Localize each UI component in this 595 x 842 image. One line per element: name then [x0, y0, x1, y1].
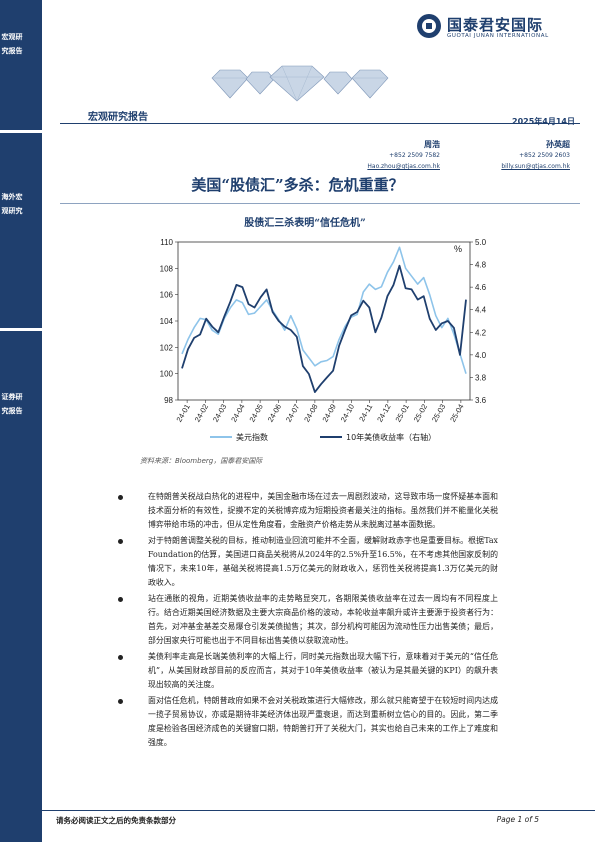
chart-title: 股债汇三杀表明“信任危机”	[244, 218, 366, 229]
x-tick-label: 24-12	[375, 403, 392, 424]
y-right-tick-label: 5.0	[475, 238, 487, 247]
sidebar-divider	[0, 130, 42, 133]
y-left-tick-label: 106	[160, 291, 174, 300]
bullet-icon	[118, 539, 123, 544]
y-right-tick-label: 4.2	[475, 328, 487, 337]
sidebar-label-overseas-macro: 海外宏观研究	[1, 192, 23, 215]
author-phone: +852 2509 2603	[519, 152, 570, 159]
source-note: 资料来源：Bloomberg，国泰君安国际	[140, 457, 263, 465]
y-right-tick-label: 3.8	[475, 373, 487, 382]
x-tick-label: 24-10	[339, 403, 356, 424]
list-item: 面对信任危机，特朗普政府如果不会对关税政策进行大幅修改，那么就只能寄望于在较短时…	[118, 694, 498, 750]
right-axis-unit: %	[454, 244, 462, 254]
footer-disclaimer: 请务必阅读正文之后的免责条款部分	[56, 816, 176, 825]
bullet-text: 面对信任危机，特朗普政府如果不会对关税政策进行大幅修改，那么就只能寄望于在较短时…	[148, 696, 498, 747]
bullet-text: 站在通胀的视角，近期美债收益率的走势略显突兀，各期限美债收益率在过去一周均有不同…	[148, 594, 498, 645]
x-tick-label: 24-05	[247, 403, 264, 424]
series-line-10y-yield	[181, 264, 467, 394]
list-item: 站在通胀的视角，近期美债收益率的走势略显突兀，各期限美债收益率在过去一周均有不同…	[118, 592, 498, 648]
legend-label-usd-index: 美元指数	[236, 432, 268, 442]
x-tick-label: 25-03	[430, 403, 447, 424]
bullet-icon	[118, 655, 123, 660]
y-left-tick-label: 108	[160, 264, 174, 273]
logo-text-en: GUOTAI JUNAN INTERNATIONAL	[447, 33, 549, 39]
bullet-text: 美债利率走高是长端美债利率的大幅上行，同时美元指数出现大幅下行，意味着对于美元的…	[148, 652, 498, 689]
x-tick-label: 24-03	[211, 403, 228, 424]
author-name: 孙英超	[546, 139, 570, 149]
series-line-usd-index	[181, 246, 467, 374]
y-right-tick-label: 3.6	[475, 396, 487, 405]
bullet-list: 在特朗普关税战白热化的进程中，美国金融市场在过去一周剧烈波动，这导致市场一度怀疑…	[118, 490, 498, 752]
diamond-banner-image	[211, 65, 389, 102]
y-right-tick-label: 4.6	[475, 283, 487, 292]
y-left-tick-label: 102	[160, 343, 174, 352]
line-chart: 98 100 102 104 106 108 110 3.6 3.8 4.0 4.2 4.4 4.6 4.…	[160, 238, 487, 442]
author-phone: +852 2509 7582	[389, 152, 440, 159]
y-right-tick-label: 4.4	[475, 306, 487, 315]
author-email[interactable]: billy.sun@gtjas.com.hk	[501, 163, 570, 170]
company-logo: 国泰君安国际 GUOTAI JUNAN INTERNATIONAL	[417, 12, 587, 42]
author-block-sun: 孙英超 +852 2509 2603 billy.sun@gtjas.com.h…	[460, 139, 570, 172]
y-left-tick-label: 100	[160, 370, 174, 379]
legend-label-10y-yield: 10年美债收益率（右轴）	[346, 432, 436, 442]
list-item: 对于特朗普调整关税的目标，推动制造业回流可能并不全面，缓解财政赤字也是重要目标。…	[118, 534, 498, 590]
y-right-tick-label: 4.8	[475, 261, 487, 270]
x-tick-label: 24-09	[320, 403, 337, 424]
x-tick-label: 25-04	[448, 403, 465, 424]
author-block-zhou: 周浩 +852 2509 7582 Hao.zhou@gtjas.com.hk	[330, 139, 440, 172]
y-left-tick-label: 98	[164, 396, 173, 405]
list-item: 美债利率走高是长端美债利率的大幅上行，同时美元指数出现大幅下行，意味着对于美元的…	[118, 650, 498, 692]
title-divider	[60, 203, 580, 204]
x-tick-label: 24-01	[174, 403, 191, 424]
y-left-tick-label: 104	[160, 317, 174, 326]
x-tick-label: 24-02	[193, 403, 210, 424]
bullet-icon	[118, 597, 123, 602]
sidebar-label-macro-report: 宏观研究报告	[1, 32, 23, 55]
author-email[interactable]: Hao.zhou@gtjas.com.hk	[367, 163, 440, 170]
logo-icon	[417, 14, 441, 38]
footer-divider	[42, 810, 595, 811]
y-right-tick-label: 4.0	[475, 351, 487, 360]
logo-text-cn: 国泰君安国际	[447, 16, 544, 34]
sidebar-label-securities-report: 证券研究报告	[1, 392, 23, 415]
x-tick-label: 24-11	[357, 403, 374, 424]
report-date: 2025年4月14日	[512, 117, 575, 126]
x-tick-label: 24-06	[266, 403, 283, 424]
x-tick-label: 24-04	[229, 403, 246, 424]
header-divider	[60, 123, 580, 124]
x-tick-label: 25-02	[412, 403, 429, 424]
list-item: 在特朗普关税战白热化的进程中，美国金融市场在过去一周剧烈波动，这导致市场一度怀疑…	[118, 490, 498, 532]
x-tick-label: 24-08	[302, 403, 319, 424]
bullet-icon	[118, 699, 123, 704]
y-left-tick-label: 110	[160, 238, 173, 247]
bullet-icon	[118, 495, 123, 500]
page-number: Page 1 of 5	[496, 815, 539, 824]
bullet-text: 对于特朗普调整关税的目标，推动制造业回流可能并不全面，缓解财政赤字也是重要目标。…	[148, 536, 498, 587]
page-title: 美国“股债汇”多杀：危机重重？	[191, 176, 404, 194]
x-tick-label: 25-01	[393, 403, 410, 424]
bullet-text: 在特朗普关税战白热化的进程中，美国金融市场在过去一周剧烈波动，这导致市场一度怀疑…	[148, 492, 498, 529]
sidebar-divider	[0, 328, 42, 331]
report-type-label: 宏观研究报告	[88, 112, 148, 123]
sidebar: 宏观研究报告 海外宏观研究 证券研究报告	[0, 0, 42, 842]
author-name: 周浩	[424, 139, 440, 149]
x-tick-label: 24-07	[284, 403, 301, 424]
